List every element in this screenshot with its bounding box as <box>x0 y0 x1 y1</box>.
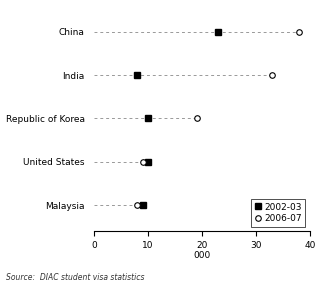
Legend: 2002-03, 2006-07: 2002-03, 2006-07 <box>251 199 305 227</box>
X-axis label: 000: 000 <box>193 252 211 260</box>
Text: Source:  DIAC student visa statistics: Source: DIAC student visa statistics <box>6 273 145 282</box>
